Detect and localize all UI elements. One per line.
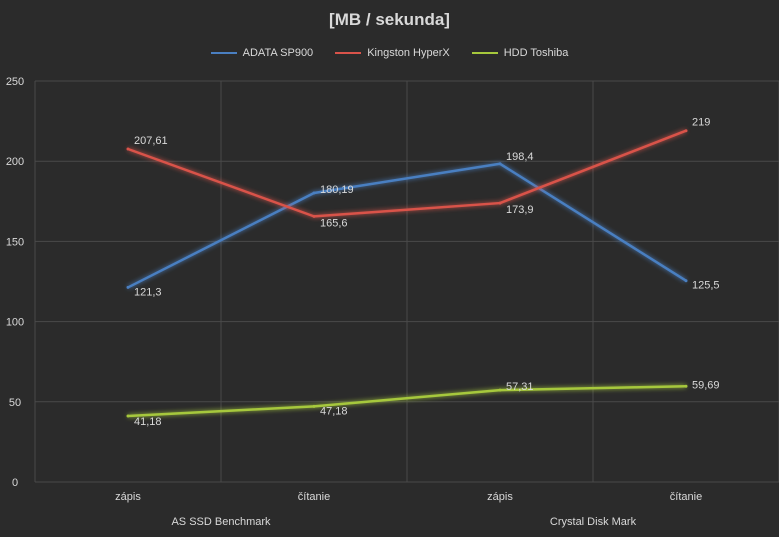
y-tick-label: 0 — [12, 477, 18, 489]
data-label: 121,3 — [134, 286, 162, 298]
legend-item-kingston: Kingston HyperX — [335, 47, 450, 59]
y-tick-label: 200 — [6, 156, 24, 168]
x-tick-label: zápis — [487, 491, 513, 503]
data-point — [498, 388, 502, 392]
legend-swatch-toshiba — [471, 52, 498, 54]
x-tick-label: čítanie — [670, 491, 702, 503]
data-label: 41,18 — [134, 416, 162, 428]
legend-item-toshiba: HDD Toshiba — [471, 47, 569, 59]
data-point — [312, 404, 316, 408]
data-point — [126, 414, 130, 418]
x-tick-label: čítanie — [298, 491, 330, 503]
y-tick-label: 50 — [9, 397, 21, 409]
y-tick-label: 250 — [6, 76, 24, 88]
data-point — [126, 147, 130, 151]
data-point — [684, 129, 688, 133]
legend-item-adata: ADATA SP900 — [210, 47, 314, 59]
data-label: 219 — [692, 117, 710, 129]
legend-label-adata: ADATA SP900 — [242, 47, 314, 59]
x-group-label: Crystal Disk Mark — [550, 516, 637, 528]
chart-title: [MB / sekunda] — [329, 10, 450, 29]
x-tick-label: zápis — [115, 491, 141, 503]
data-label: 47,18 — [320, 405, 348, 417]
series-line-0 — [127, 162, 687, 289]
data-point — [498, 162, 502, 166]
data-point — [498, 201, 502, 205]
y-tick-label: 100 — [6, 317, 24, 329]
data-point — [684, 384, 688, 388]
data-label: 198,4 — [506, 151, 534, 163]
legend-swatch-adata — [210, 52, 237, 54]
data-point — [126, 285, 130, 289]
legend-label-toshiba: HDD Toshiba — [503, 47, 569, 59]
series-line-1 — [127, 129, 687, 218]
data-label: 125,5 — [692, 280, 720, 292]
data-label: 59,69 — [692, 379, 720, 391]
data-point — [312, 191, 316, 195]
data-point — [684, 279, 688, 283]
data-label: 207,61 — [134, 135, 168, 147]
data-label: 173,9 — [506, 204, 534, 216]
legend: ADATA SP900 Kingston HyperX HDD Toshiba — [0, 47, 779, 59]
series-line-2 — [127, 385, 687, 418]
data-label: 57,31 — [506, 381, 534, 393]
data-label: 165,6 — [320, 217, 348, 229]
x-group-label: AS SSD Benchmark — [171, 516, 271, 528]
data-point — [312, 214, 316, 218]
y-tick-label: 150 — [6, 236, 24, 248]
data-label: 180,19 — [320, 184, 354, 196]
legend-swatch-kingston — [335, 52, 362, 54]
legend-label-kingston: Kingston HyperX — [367, 47, 450, 59]
